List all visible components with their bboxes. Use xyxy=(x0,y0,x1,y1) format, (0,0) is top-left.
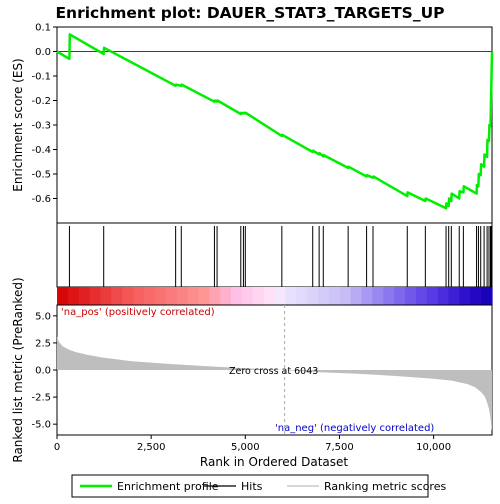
color-bar-segment xyxy=(78,287,91,305)
color-bar-segment xyxy=(459,287,471,305)
color-bar-segment xyxy=(470,287,482,305)
metric-y-tick-label: 0.0 xyxy=(35,366,51,377)
color-bar-segment xyxy=(481,287,493,305)
legend-label-1: Enrichment profile xyxy=(117,480,219,493)
positive-correlation-label: 'na_pos' (positively correlated) xyxy=(61,307,215,318)
es-y-axis: 0.1 0.0 -0.1 -0.2 -0.3 -0.4 -0.5 -0.6 xyxy=(31,23,57,205)
color-bar-segment xyxy=(328,287,341,305)
legend-box xyxy=(71,474,429,498)
color-bar-segment xyxy=(57,287,69,305)
color-bar-segment xyxy=(241,287,254,305)
color-bar-segment xyxy=(372,287,384,305)
color-bar-segment xyxy=(285,287,297,305)
color-bar-segment xyxy=(231,287,243,305)
color-bar-segment xyxy=(383,287,395,305)
color-bar-segment xyxy=(144,287,156,305)
metric-x-axis: 0 2,500 5,000 7,500 10,000 xyxy=(54,435,451,453)
metric-y-tick-label: -2.5 xyxy=(31,393,51,404)
color-bar-segment xyxy=(100,287,112,305)
color-bar-segment xyxy=(209,287,221,305)
metric-x-tick-label: 7,500 xyxy=(325,442,354,453)
color-bar-segment xyxy=(252,287,265,305)
legend-label-3: Ranking metric scores xyxy=(324,480,446,493)
metric-x-tick-label: 0 xyxy=(54,442,60,453)
metric-y-tick-label: 2.5 xyxy=(35,338,51,349)
color-bar-segment xyxy=(220,287,232,305)
metric-x-axis-label: Rank in Ordered Dataset xyxy=(200,455,348,469)
color-bar-segment xyxy=(187,287,199,305)
hits-marks xyxy=(68,226,492,287)
metric-x-tick-label: 10,000 xyxy=(416,442,451,453)
hits-panel-frame xyxy=(56,222,493,288)
color-bar-segment xyxy=(89,287,102,305)
enrichment-profile-line xyxy=(56,33,494,210)
color-bar-segment xyxy=(133,287,145,305)
color-bar-segment xyxy=(198,287,210,305)
chart-title: Enrichment plot: DAUER_STAT3_TARGETS_UP xyxy=(55,4,444,22)
color-bar-segment xyxy=(394,287,406,305)
color-bar-segment xyxy=(318,287,330,305)
rank-color-bar xyxy=(57,287,493,305)
es-y-tick-label: -0.5 xyxy=(31,170,51,181)
color-bar-segment xyxy=(165,287,178,305)
es-y-tick-label: -0.3 xyxy=(31,121,51,132)
color-bar-segment xyxy=(415,287,428,305)
es-y-tick-label: -0.6 xyxy=(31,194,51,205)
es-y-tick-label: -0.4 xyxy=(31,145,51,156)
es-y-tick-label: 0.0 xyxy=(35,47,51,58)
color-bar-segment xyxy=(176,287,189,305)
metric-x-tick-label: 5,000 xyxy=(231,442,260,453)
color-bar-segment xyxy=(437,287,450,305)
metric-x-tick-label: 2,500 xyxy=(137,442,166,453)
metric-y-axis-label: Ranked list metric (PreRanked) xyxy=(11,277,25,462)
enrichment-profile-path xyxy=(56,33,494,210)
color-bar-segment xyxy=(405,287,417,305)
color-bar-segment xyxy=(154,287,167,305)
zero-cross-label: Zero cross at 6043 xyxy=(229,366,318,377)
metric-y-tick-label: 5.0 xyxy=(35,311,51,322)
color-bar-segment xyxy=(361,287,373,305)
metric-y-tick-label: -5.0 xyxy=(31,420,51,431)
es-y-tick-label: 0.1 xyxy=(35,23,51,34)
legend: Enrichment profile Hits Ranking metric sco… xyxy=(80,480,446,493)
color-bar-segment xyxy=(274,287,286,305)
color-bar-segment xyxy=(296,287,308,305)
metric-y-axis: 5.0 2.5 0.0 -2.5 -5.0 xyxy=(31,311,57,431)
color-bar-segment xyxy=(111,287,123,305)
color-bar-segment xyxy=(448,287,460,305)
color-bar-segment xyxy=(339,287,352,305)
color-bar-segment xyxy=(67,287,80,305)
negative-correlation-label: 'na_neg' (negatively correlated) xyxy=(275,423,434,434)
color-bar-segment xyxy=(426,287,439,305)
es-y-tick-label: -0.1 xyxy=(31,72,51,83)
legend-label-2: Hits xyxy=(241,480,263,493)
es-y-tick-label: -0.2 xyxy=(31,96,51,107)
es-y-axis-label: Enrichment score (ES) xyxy=(11,58,25,191)
color-bar-segment xyxy=(263,287,276,305)
es-panel-frame xyxy=(56,26,493,224)
color-bar-segment xyxy=(307,287,319,305)
color-bar-segment xyxy=(122,287,134,305)
color-bar-segment xyxy=(350,287,363,305)
